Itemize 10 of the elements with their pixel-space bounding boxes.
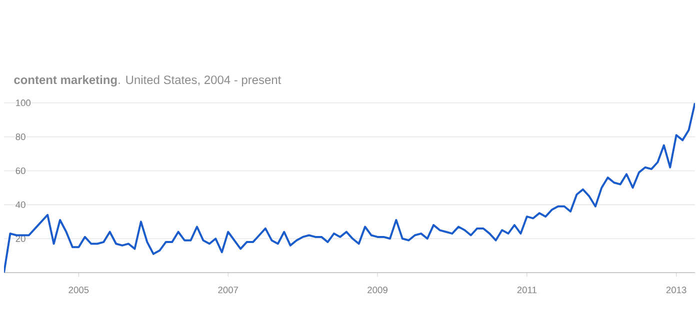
x-tick-label: 2013 bbox=[666, 286, 686, 294]
y-tick-label: 40 bbox=[16, 202, 26, 208]
y-tick-label: 80 bbox=[16, 134, 26, 140]
x-tick-label: 2011 bbox=[517, 286, 536, 294]
chart-title: content marketing. United States, 2004 - present bbox=[14, 75, 282, 87]
x-tick-label: 2007 bbox=[218, 286, 238, 294]
x-tick-label: 2009 bbox=[368, 286, 388, 294]
x-tick-label: 2005 bbox=[68, 286, 89, 294]
y-tick-label: 60 bbox=[16, 168, 26, 174]
y-tick-label: 100 bbox=[16, 100, 31, 106]
